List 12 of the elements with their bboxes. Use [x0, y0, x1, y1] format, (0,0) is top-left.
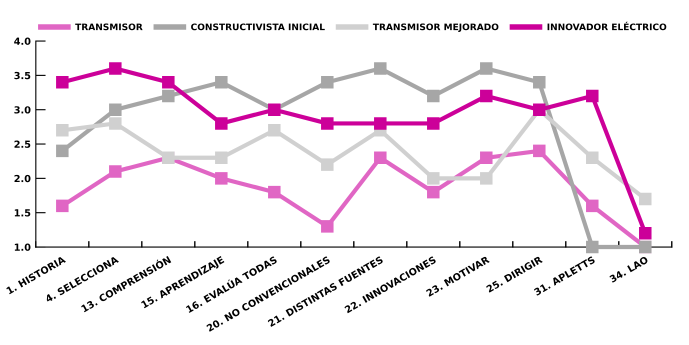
legend-label: INNOVADOR ELÉCTRICO — [548, 22, 666, 30]
y-tick-label: 2.0 — [14, 174, 31, 182]
y-tick-label: 1.0 — [14, 244, 31, 251]
y-tick-label: 3.5 — [14, 72, 30, 80]
legend-label: TRANSMISOR MEJORADO — [372, 23, 498, 32]
legend-label: TRANSMISOR — [75, 23, 143, 30]
y-tick-label: 2.5 — [14, 140, 30, 148]
y-tick-label: 3.0 — [14, 106, 31, 114]
y-tick-label: 1.5 — [14, 209, 30, 217]
x-tick-label: 34. LAO — [609, 256, 649, 283]
legend-label: CONSTRUCTIVISTA INICIAL — [191, 23, 325, 30]
y-tick-label: 4.0 — [14, 38, 31, 45]
